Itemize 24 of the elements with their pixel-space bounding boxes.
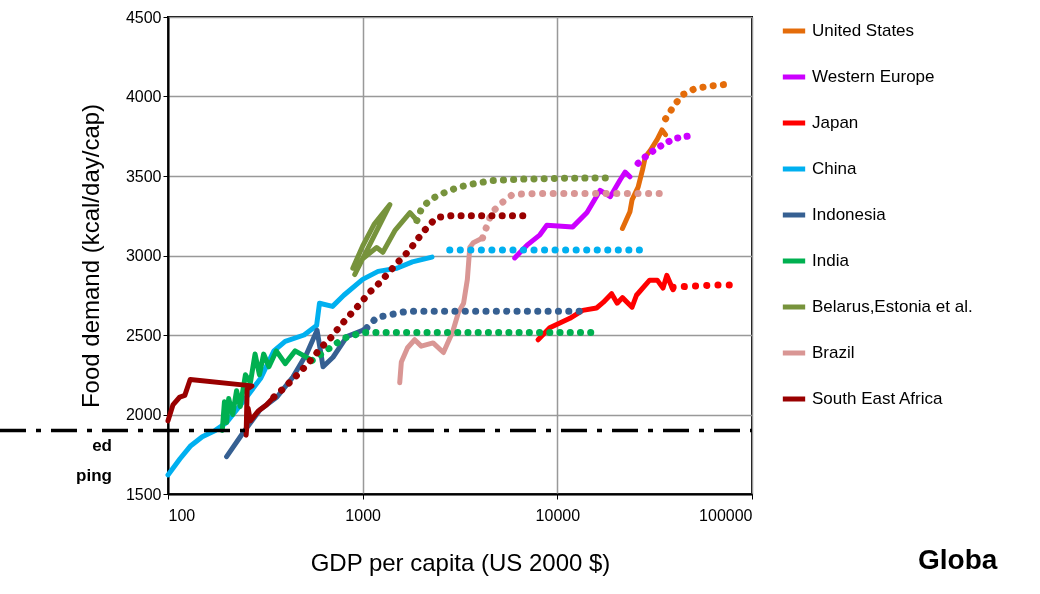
y-tick-label: 3500 [125, 167, 162, 185]
x-tick-label: 10000 [535, 506, 581, 524]
x-tick-label: 100 [168, 506, 196, 524]
y-tick-label: 1500 [125, 485, 162, 503]
x-tick-label: 100000 [699, 506, 753, 524]
legend-label: Belarus,Estonia et al. [812, 297, 973, 316]
y-tick-label: 2500 [125, 326, 162, 344]
legend-label: Brazil [812, 343, 855, 362]
text: Globa [918, 544, 998, 575]
y-tick-label: 3000 [125, 247, 162, 264]
x-axis-title: GDP per capita (US 2000 $) [310, 548, 611, 576]
legend-label: Western Europe [812, 67, 935, 86]
ref-line-label: ed ping [76, 436, 112, 486]
y-tick-label: 4500 [125, 8, 162, 26]
legend-label: United States [812, 21, 915, 40]
legend-label: Japan [812, 113, 859, 132]
legend-label: Indonesia [812, 205, 887, 224]
y-tick-label: 4000 [125, 88, 162, 105]
y-tick-label: 2000 [125, 406, 162, 423]
y-axis-title: Food demand (kcal/day/cap) [76, 103, 104, 409]
legend-label: China [812, 159, 857, 178]
legend-label: South East Africa [812, 389, 943, 408]
x-tick-label: 1000 [345, 506, 382, 524]
legend-label: India [812, 251, 850, 270]
